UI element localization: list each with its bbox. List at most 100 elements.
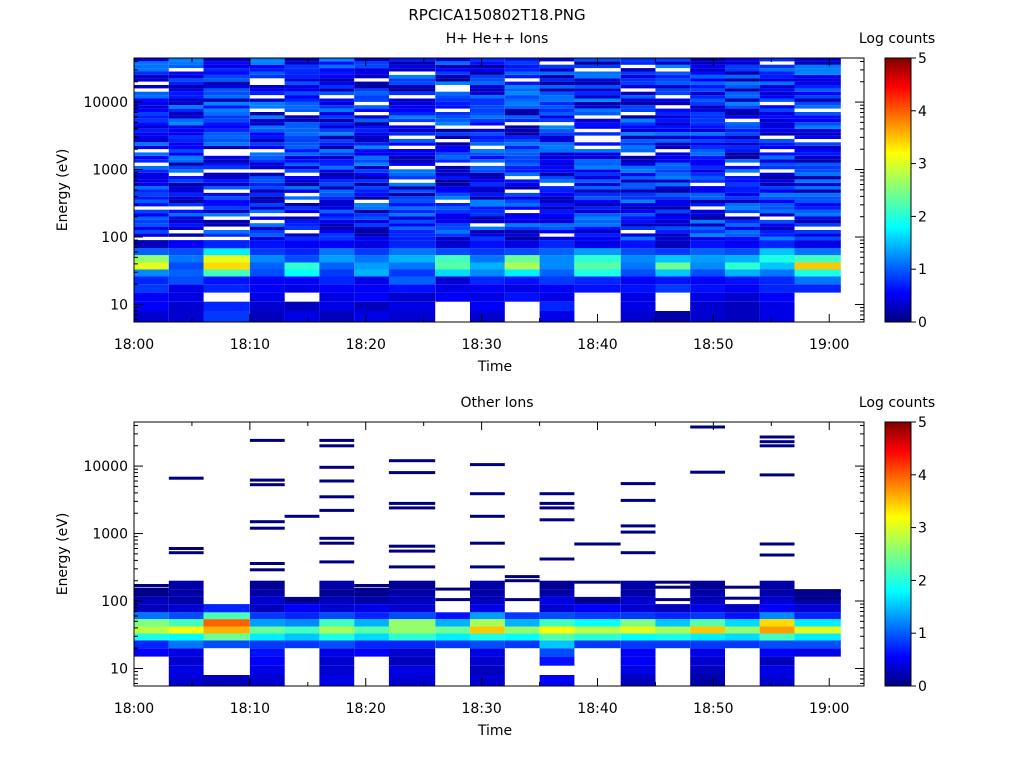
heatmap-cell xyxy=(134,68,169,72)
heatmap-cell xyxy=(168,262,204,270)
heatmap-cell xyxy=(470,196,505,200)
heatmap-cell xyxy=(470,135,505,139)
heatmap-cell xyxy=(620,255,656,263)
heatmap-cell xyxy=(470,64,505,69)
heatmap-cell xyxy=(794,633,841,641)
heatmap-cell xyxy=(794,619,841,627)
heatmap-cell xyxy=(249,640,285,649)
heatmap-cell xyxy=(284,262,320,270)
heatmap-cell xyxy=(203,132,250,136)
heatmap-cell xyxy=(725,276,760,285)
heatmap-cell xyxy=(539,128,575,133)
heatmap-cell xyxy=(319,192,355,197)
colorbar-label: Log counts xyxy=(859,31,935,47)
heatmap-cell xyxy=(725,159,760,163)
heatmap-cell xyxy=(759,74,795,79)
heatmap-cell xyxy=(470,589,505,597)
count-line xyxy=(435,587,471,591)
heatmap-cell xyxy=(725,262,760,270)
heatmap-cell xyxy=(249,128,285,133)
heatmap-cell xyxy=(249,155,285,160)
heatmap-cell xyxy=(249,203,285,207)
heatmap-cell xyxy=(690,589,725,597)
heatmap-cell xyxy=(134,240,169,249)
heatmap-cell xyxy=(249,88,285,92)
heatmap-cell xyxy=(655,142,691,146)
heatmap-cell xyxy=(168,640,204,649)
heatmap-cell xyxy=(690,213,725,217)
heatmap-cell xyxy=(435,236,471,241)
heatmap-cell xyxy=(620,213,656,217)
heatmap-cell xyxy=(690,71,725,75)
heatmap-cell xyxy=(620,196,656,200)
heatmap-cell xyxy=(284,61,320,65)
heatmap-cell xyxy=(168,98,204,102)
heatmap-cell xyxy=(284,219,320,224)
heatmap-cell xyxy=(794,262,841,270)
heatmap-cell xyxy=(725,112,760,116)
heatmap-cell xyxy=(388,276,436,285)
heatmap-cell xyxy=(284,138,320,143)
heatmap-cell xyxy=(134,292,169,302)
heatmap-cell xyxy=(319,255,355,263)
x-tick-label: 18:50 xyxy=(693,337,733,353)
heatmap-cell xyxy=(690,240,725,249)
heatmap-cell xyxy=(794,284,841,293)
count-line xyxy=(620,482,656,486)
heatmap-cell xyxy=(134,155,169,160)
heatmap-cell xyxy=(539,138,575,143)
heatmap-cell xyxy=(388,255,436,263)
heatmap-cell xyxy=(655,172,691,177)
heatmap-cell xyxy=(284,88,320,92)
heatmap-cell xyxy=(470,648,505,657)
heatmap-cell xyxy=(134,152,169,156)
heatmap-cell xyxy=(134,233,169,237)
heatmap-cell xyxy=(759,159,795,163)
count-line xyxy=(759,440,795,444)
heatmap-cell xyxy=(388,138,436,143)
heatmap-cell xyxy=(655,219,691,224)
heatmap-cell xyxy=(435,209,471,214)
heatmap-cell xyxy=(168,149,204,153)
heatmap-cell xyxy=(168,135,204,139)
heatmap-cell xyxy=(319,230,355,234)
heatmap-cell xyxy=(319,88,355,92)
heatmap-cell xyxy=(435,101,471,106)
count-line xyxy=(284,598,320,602)
heatmap-cell xyxy=(249,182,285,187)
heatmap-cell xyxy=(249,209,285,214)
heatmap-cell xyxy=(388,596,436,605)
heatmap-cell xyxy=(759,284,795,293)
heatmap-cell xyxy=(725,78,760,82)
heatmap-cell xyxy=(574,78,621,82)
heatmap-cell xyxy=(574,626,621,634)
heatmap-cell xyxy=(690,172,725,177)
heatmap-cell xyxy=(435,216,471,220)
heatmap-cell xyxy=(319,233,355,237)
heatmap-cell xyxy=(284,165,320,170)
heatmap-cell xyxy=(725,292,760,302)
heatmap-cell xyxy=(354,108,389,112)
heatmap-cell xyxy=(470,149,505,153)
heatmap-cell xyxy=(470,269,505,277)
count-line xyxy=(168,476,204,480)
heatmap-cell xyxy=(690,262,725,270)
heatmap-cell xyxy=(354,182,389,187)
heatmap-cell xyxy=(203,74,250,79)
heatmap-cell xyxy=(435,64,471,69)
heatmap-cell xyxy=(249,196,285,200)
heatmap-cell xyxy=(470,81,505,85)
colorbar-gradient xyxy=(884,421,912,687)
heatmap-cell xyxy=(759,58,795,62)
heatmap-cell xyxy=(690,255,725,263)
heatmap-cell xyxy=(690,81,725,85)
heatmap-cell xyxy=(168,186,204,190)
heatmap-cell xyxy=(539,145,575,150)
heatmap-cell xyxy=(249,284,285,293)
heatmap-cell xyxy=(354,128,389,133)
heatmap-cell xyxy=(354,262,389,270)
heatmap-cell xyxy=(725,236,760,241)
heatmap-cell xyxy=(354,68,389,72)
heatmap-cell xyxy=(435,91,471,96)
heatmap-cell xyxy=(690,203,725,207)
